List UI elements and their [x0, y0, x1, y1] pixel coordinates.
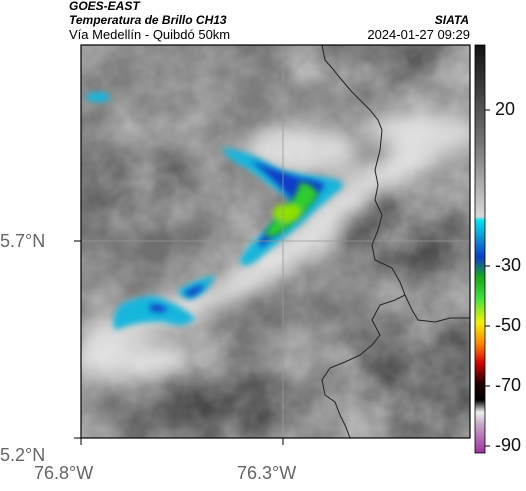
- lat-tick-label: 5.2°N: [0, 445, 46, 465]
- product-title: Temperatura de Brillo CH13: [69, 13, 227, 27]
- cloud-imagery: [81, 45, 470, 438]
- colorbar-label: -90: [495, 435, 522, 455]
- datetime-label: 2024-01-27 09:29: [367, 27, 470, 42]
- route-label: Vía Medellín - Quibdó 50km: [69, 27, 231, 42]
- country-boundary: [321, 45, 470, 323]
- colorbar-label: 20: [495, 99, 516, 119]
- colorbar: [474, 44, 490, 454]
- lat-tick-label: 5.7°N: [0, 231, 46, 251]
- lon-tick-label: 76.8°W: [34, 463, 94, 483]
- department-boundary: [321, 294, 406, 438]
- colorbar-label: -70: [495, 375, 522, 395]
- lon-tick-label: 76.3°W: [237, 463, 297, 483]
- satellite-label: GOES-EAST: [69, 0, 140, 13]
- organization-label: SIATA: [434, 13, 469, 27]
- colorbar-label: -50: [495, 315, 522, 335]
- colorbar-label: -30: [495, 255, 522, 275]
